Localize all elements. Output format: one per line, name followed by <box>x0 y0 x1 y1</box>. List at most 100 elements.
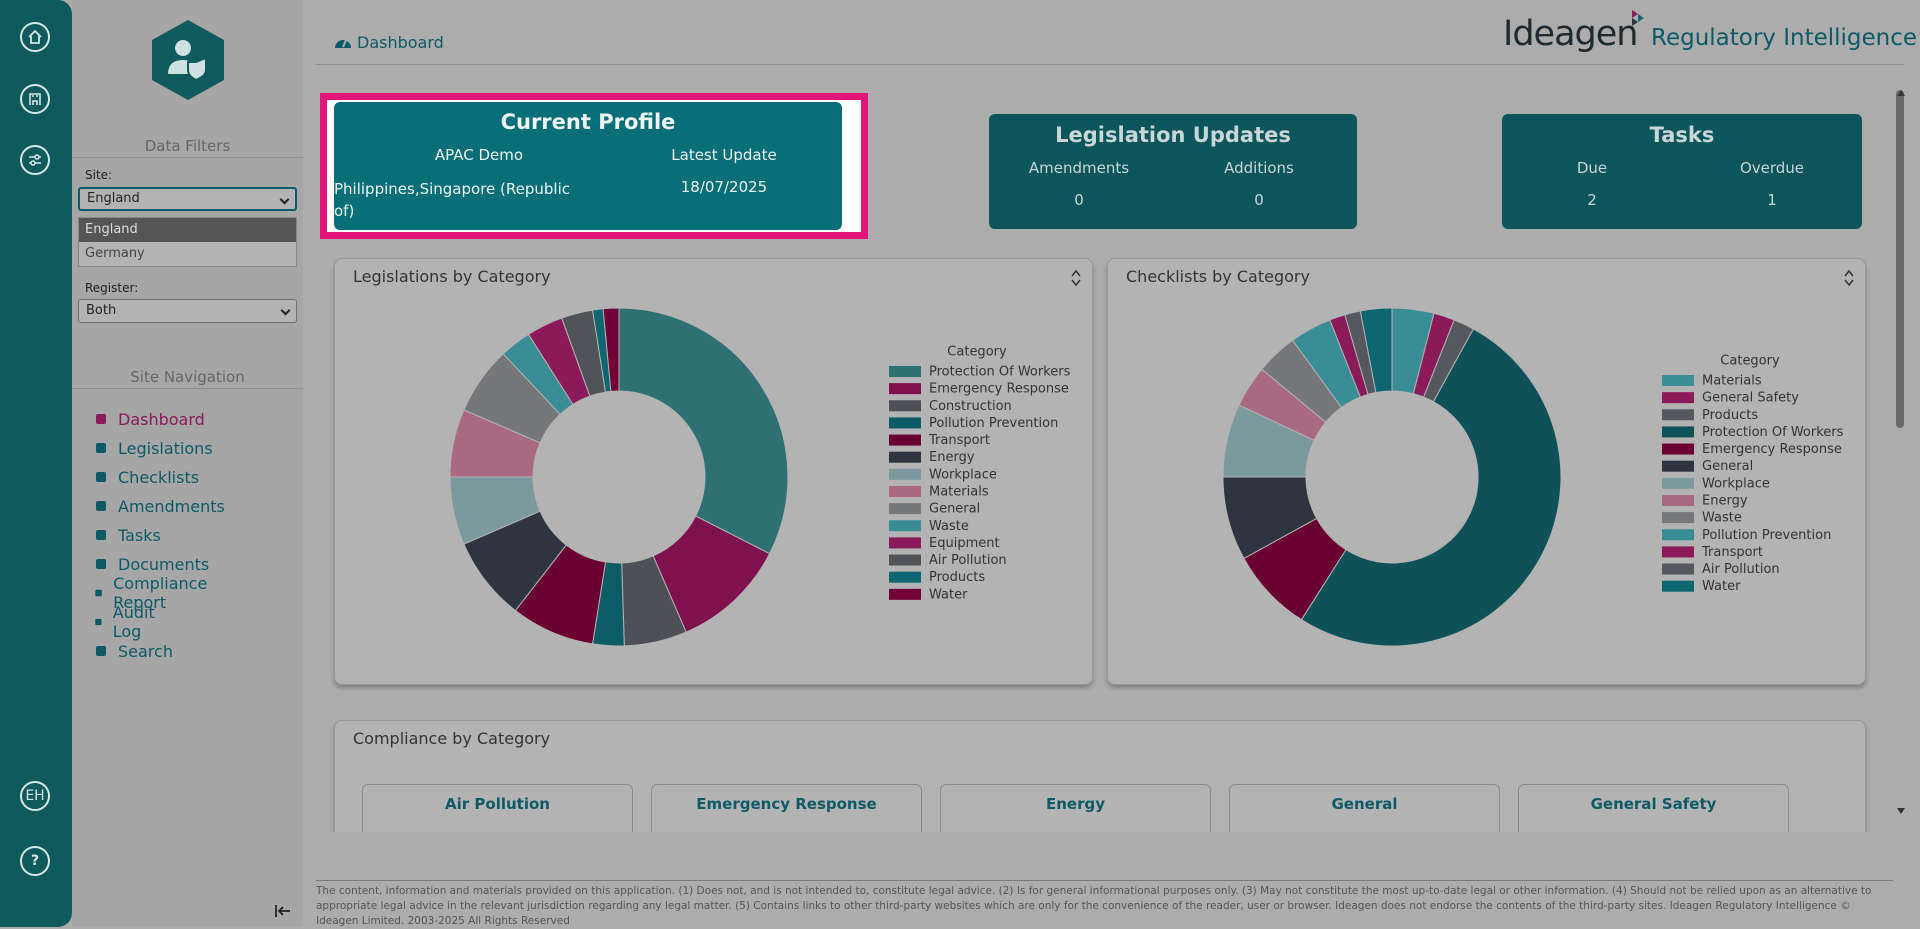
nav-item[interactable]: Legislations <box>94 436 213 460</box>
legend-label: Emergency Response <box>1702 442 1842 457</box>
nav-label: Tasks <box>118 525 161 545</box>
profile-highlight: Current Profile APAC Demo Latest Update … <box>320 93 868 239</box>
stat-label: Additions <box>1224 159 1294 177</box>
home-button[interactable] <box>20 22 50 52</box>
collapse-button[interactable] <box>274 903 292 919</box>
legend-label: Protection Of Workers <box>1702 425 1844 440</box>
site-option[interactable]: Germany <box>85 246 145 261</box>
nav-item[interactable]: Search <box>94 639 173 663</box>
profile-card: Current Profile APAC Demo Latest Update … <box>334 102 842 230</box>
nav-item[interactable]: Checklists <box>94 465 199 489</box>
legend-swatch <box>1662 477 1694 489</box>
donut-slice <box>1359 307 1393 394</box>
nav-item[interactable]: Documents <box>94 552 209 576</box>
register-label: Register: <box>85 281 139 295</box>
legend-swatch <box>889 537 921 549</box>
legend-swatch <box>889 503 921 515</box>
site-option[interactable]: England <box>79 218 296 242</box>
legend-swatch <box>1662 529 1694 541</box>
nav-icon-shape <box>96 559 106 569</box>
help-button[interactable]: ? <box>20 846 50 876</box>
sidebar: Data Filters Site: England England German… <box>72 0 303 927</box>
nav-icon-shape <box>96 414 106 424</box>
nav-label: Legislations <box>118 438 213 458</box>
legend-label: Water <box>1702 579 1741 594</box>
legend-label: Waste <box>929 519 969 534</box>
nav-icon-shape <box>96 472 106 482</box>
nav-item[interactable]: Audit Log <box>94 603 160 641</box>
sites-button[interactable] <box>20 84 50 114</box>
legend-label: Emergency Response <box>929 382 1069 397</box>
legend-swatch <box>1662 494 1694 506</box>
nav-item[interactable]: Amendments <box>94 494 225 518</box>
nav-item[interactable]: Dashboard <box>94 407 205 431</box>
legend-label: Construction <box>929 399 1012 414</box>
nav-label: Checklists <box>118 467 200 487</box>
nav-icon-shape <box>96 501 106 511</box>
legend-label: Products <box>1702 408 1758 423</box>
profile-logo <box>152 20 224 100</box>
legend-title: Category <box>947 345 1007 360</box>
nav-label: Search <box>118 641 173 661</box>
nav-icon-shape <box>95 589 102 597</box>
legend-swatch <box>889 468 921 480</box>
scrollbar-thumb[interactable] <box>1896 90 1904 428</box>
legend-swatch <box>1662 546 1694 558</box>
stat-value: 0 <box>1254 191 1264 209</box>
nav-item[interactable]: Tasks <box>94 523 161 547</box>
nav-label: Amendments <box>118 496 225 516</box>
nav-label: Documents <box>118 554 210 574</box>
nav-icon-shape <box>96 530 106 540</box>
compliance-card[interactable]: Air Pollution <box>362 784 633 832</box>
nav-icon <box>96 530 106 540</box>
nav-icon <box>96 646 106 656</box>
update-label: Latest Update <box>671 146 777 164</box>
register-select[interactable]: Both <box>78 299 297 323</box>
compliance-card[interactable]: Emergency Response <box>651 784 922 832</box>
legend-label: Energy <box>929 450 975 465</box>
nav-icon-shape <box>95 618 102 626</box>
legend-label: Protection Of Workers <box>929 365 1071 380</box>
dashboard-icon <box>335 39 351 48</box>
legend-swatch <box>889 417 921 429</box>
legend-label: Transport <box>1701 545 1763 560</box>
chart-title: Checklists by Category <box>1126 267 1310 286</box>
nav-label: Dashboard <box>118 409 205 429</box>
stat-label: Amendments <box>1028 159 1130 177</box>
stat-label: Due <box>1576 159 1608 177</box>
legend-label: General Safety <box>1702 391 1799 406</box>
breadcrumb: Dashboard <box>357 33 444 52</box>
site-select[interactable]: England <box>78 187 297 211</box>
compliance-card[interactable]: Energy <box>940 784 1211 832</box>
legend-label: Workplace <box>929 467 997 482</box>
logo-text: Ideagen <box>1503 14 1638 54</box>
update-date: 18/07/2025 <box>680 178 768 196</box>
legend-swatch <box>889 554 921 566</box>
donut-slice <box>602 307 620 392</box>
legend-swatch <box>1662 375 1694 386</box>
header-divider <box>316 64 1904 65</box>
legend-label: Workplace <box>1702 476 1770 491</box>
nav-icon <box>96 501 106 511</box>
settings-button[interactable] <box>20 145 50 175</box>
legend-label: Energy <box>1702 493 1748 508</box>
legend-label: Transport <box>928 433 990 448</box>
legend-swatch <box>889 366 921 377</box>
legend-swatch <box>1662 392 1694 404</box>
building-icon <box>29 93 41 105</box>
legend-label: Air Pollution <box>929 553 1007 568</box>
compliance-title: Compliance by Category <box>353 729 551 748</box>
legend-swatch <box>1662 426 1694 438</box>
user-button[interactable]: EH <box>20 781 50 811</box>
tasks-card[interactable]: Tasks Due Overdue 2 1 <box>1502 114 1862 229</box>
compliance-card[interactable]: General <box>1229 784 1500 832</box>
nav-item[interactable]: Compliance Report <box>94 574 212 612</box>
navigation-title: Site Navigation <box>72 368 303 389</box>
nav-icon-shape <box>96 646 106 656</box>
legislation-updates-card[interactable]: Legislation Updates Amendments Additions… <box>989 114 1357 229</box>
sliders-icon <box>29 154 41 166</box>
compliance-card[interactable]: General Safety <box>1518 784 1789 832</box>
chart-panel: Legislations by Category Category Protecti… <box>334 258 1093 685</box>
sort-icon <box>1071 269 1081 287</box>
